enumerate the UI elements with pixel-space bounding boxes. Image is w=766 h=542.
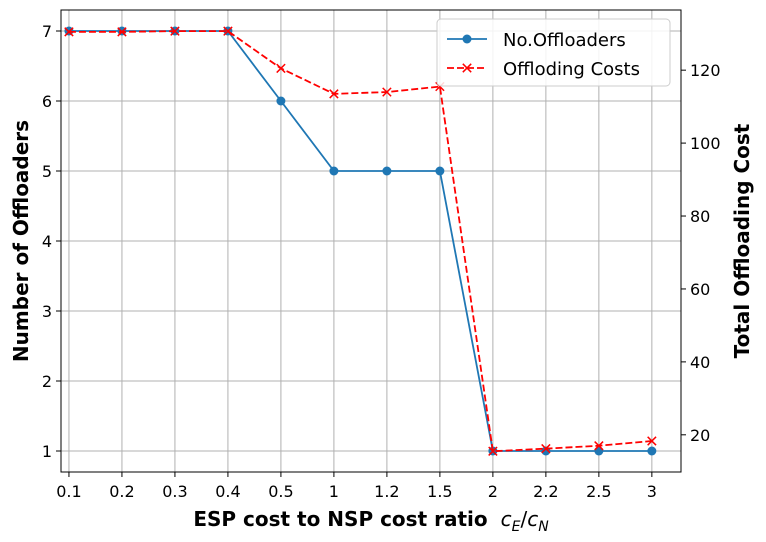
y-right-tick-label: 60 [690,280,710,299]
y-right-tick-label: 100 [690,134,721,153]
legend-box [436,18,671,87]
data-point-x [462,63,472,73]
x-tick-label: 2.2 [533,482,558,501]
x-tick-label: 0.3 [162,482,187,501]
data-point-x [382,87,392,97]
data-point-x-stroke [170,26,180,36]
legend-label: Offloding Costs [503,59,640,80]
data-point-x-stroke [117,27,127,37]
y-left-tick-label: 1 [42,442,52,461]
data-point-circle [462,34,472,44]
data-point-x-stroke [223,26,233,36]
data-point-x [647,436,657,446]
y-left-tick-label: 3 [42,302,52,321]
legend-label: No.Offloaders [503,30,626,51]
y-axis-right-title: Total Offloading Cost [730,123,754,358]
x-axis-math-c2: c [527,507,538,531]
legend-entry: Offloding Costs [447,59,640,80]
data-point-x [594,441,604,451]
y-left-tick-label: 5 [42,162,52,181]
y-right-tick-label: 80 [690,207,710,226]
data-point-x [329,89,339,99]
data-point-x-stroke [488,446,498,456]
x-axis-math-slash: / [520,507,527,531]
legend: No.Offloaders Offloding Costs [436,18,671,87]
series-offloding-costs [64,26,657,456]
legend-entry: No.Offloaders [447,30,626,51]
data-point-x [64,27,74,37]
series-line [68,30,652,452]
x-axis-title: ESP cost to NSP cost ratio cE/cN [193,507,549,535]
data-point-x [488,446,498,456]
y-axis-left-title: Number of Offloaders [9,120,33,362]
x-tick-label: 3 [647,482,657,501]
data-point-x-stroke [329,89,339,99]
x-axis-math-sub-n: N [538,519,549,535]
data-point-x-stroke [647,436,657,446]
data-point-x [276,63,286,74]
x-axis-title-text: ESP cost to NSP cost ratio [193,507,487,531]
x-tick-label: 0.5 [268,482,293,501]
data-point-x-stroke [276,63,286,74]
x-axis-math-sub-e: E [512,519,521,535]
data-point-x-stroke [541,443,551,454]
data-point-x-stroke [462,63,472,73]
y-left-tick-label: 7 [42,22,52,41]
y-right-tick-label: 120 [690,61,721,80]
data-point-x-stroke [382,87,392,97]
x-tick-label: 1.2 [374,482,399,501]
data-point-x-stroke [594,441,604,451]
y-right-tick-label: 40 [690,353,710,372]
x-axis-math-c: c [501,507,512,531]
data-point-x [170,26,180,36]
data-point-x [541,443,551,454]
data-point-circle [382,166,392,176]
data-point-x [223,26,233,36]
y-left-tick-label: 6 [42,92,52,111]
x-tick-label: 0.4 [215,482,240,501]
x-tick-label: 2 [488,482,498,501]
data-point-x-stroke [64,27,74,37]
x-tick-label: 2.5 [586,482,611,501]
data-point-circle [276,96,286,106]
y-left-tick-label: 2 [42,372,52,391]
x-tick-label: 0.2 [109,482,134,501]
data-point-circle [329,166,339,176]
x-tick-label: 1 [329,482,339,501]
y-right-tick-label: 20 [690,426,710,445]
x-tick-label: 1.5 [427,482,452,501]
y-left-tick-label: 4 [42,232,52,251]
data-point-circle [435,166,445,176]
data-point-x [117,27,127,37]
data-point-circle [647,446,657,456]
x-tick-label: 0.1 [56,482,81,501]
ticks-layer: 0.1 0.2 0.3 0.4 0.5 1 1.2 1.5 2 2.2 2.5 3 1 2 3 4 5 6 7 20 4… [42,22,721,501]
series-layer [64,26,657,456]
